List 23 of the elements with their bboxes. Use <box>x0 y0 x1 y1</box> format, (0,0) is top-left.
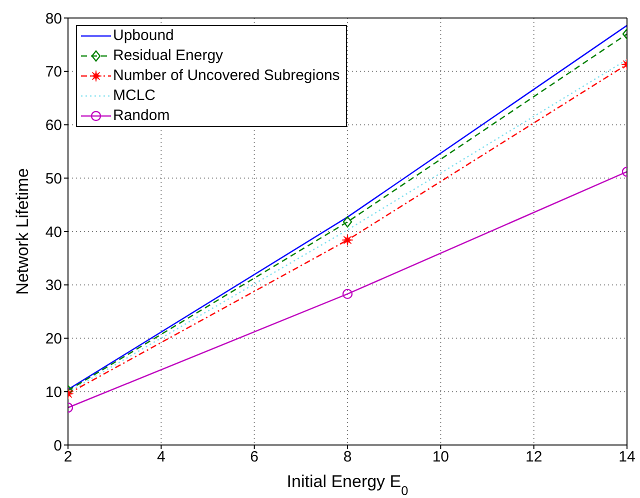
x-tick-label: 2 <box>64 448 72 466</box>
y-tick-label: 80 <box>45 10 62 28</box>
x-tick-label: 10 <box>432 448 450 466</box>
x-tick-label: 4 <box>156 448 166 466</box>
y-tick-label: 50 <box>45 170 62 188</box>
legend-label: Number of Uncovered Subregions <box>113 66 340 86</box>
x-axis-title: Initial Energy E$_{0}$ <box>286 472 408 498</box>
x-tick-label: 14 <box>618 448 636 466</box>
y-tick-label: 40 <box>45 224 62 241</box>
legend-label: MCLC <box>113 86 156 106</box>
y-tick-label: 10 <box>45 384 62 401</box>
y-tick-label: 60 <box>45 117 62 134</box>
y-tick-label: 70 <box>45 64 62 81</box>
legend-label: Random <box>113 106 170 126</box>
x-tick-label: 8 <box>343 448 352 466</box>
y-tick-label: 30 <box>45 277 62 294</box>
y-tick-label: 0 <box>54 437 62 454</box>
legend-label: Residual Energy <box>113 46 224 66</box>
y-tick-label: 20 <box>45 330 62 348</box>
y-axis-title: Network Lifetime <box>13 168 32 295</box>
legend-label: Upbound <box>113 26 174 46</box>
x-tick-label: 6 <box>250 448 259 466</box>
x-tick-label: 12 <box>525 448 542 466</box>
